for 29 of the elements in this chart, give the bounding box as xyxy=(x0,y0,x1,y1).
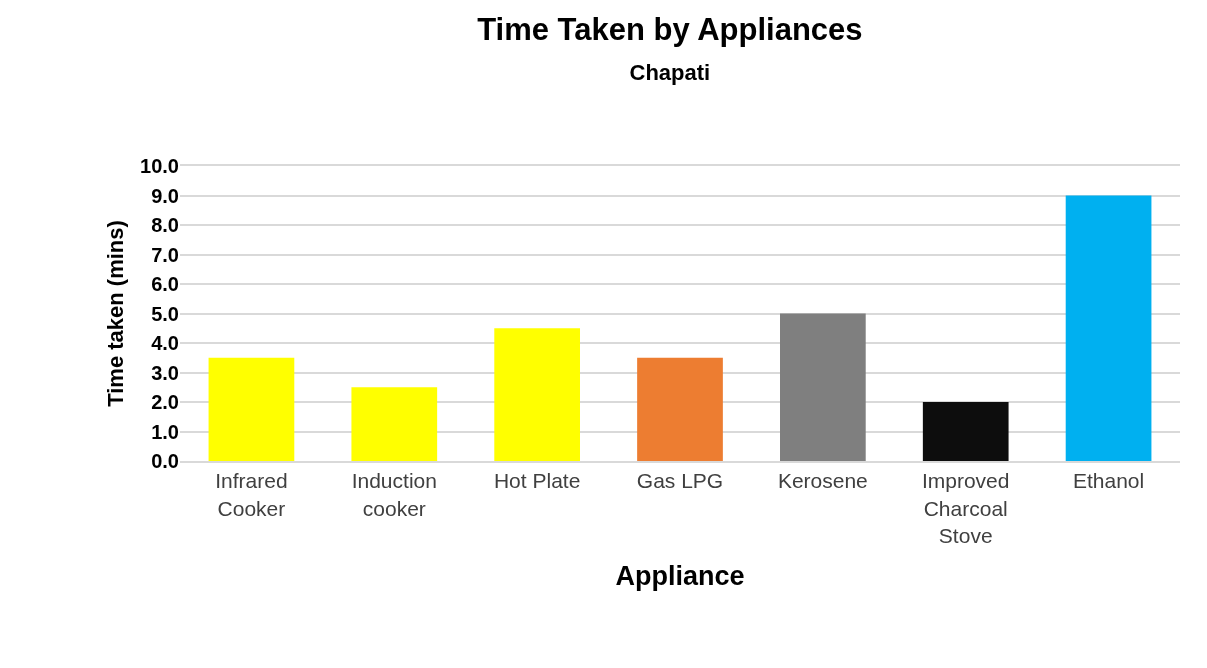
chart-subtitle: Chapati xyxy=(629,60,711,86)
bar xyxy=(1065,195,1152,461)
x-tick-label: Infrared Cooker xyxy=(215,469,288,520)
bar xyxy=(780,313,866,461)
y-tick-label: 9.0 xyxy=(151,184,179,207)
y-tick-label: 8.0 xyxy=(151,214,179,236)
y-axis-title: Time taken (mins) xyxy=(102,220,128,407)
y-tick-label: 3.0 xyxy=(151,361,179,384)
x-tick-label: Induction cooker xyxy=(351,469,437,520)
bar xyxy=(637,357,723,461)
x-tick-label: Improved Charcoal Stove xyxy=(921,469,1010,547)
y-tick-label: 2.0 xyxy=(151,391,179,413)
x-tick-label: Ethanol xyxy=(1072,469,1145,493)
x-tick-label: Gas LPG xyxy=(636,469,724,493)
x-axis-title: Appliance xyxy=(615,560,745,591)
chart-title: Time Taken by Appliances xyxy=(477,12,863,48)
y-tick-label: 4.0 xyxy=(151,332,179,354)
bar xyxy=(494,328,580,461)
bar xyxy=(351,387,438,461)
y-tick-label: 1.0 xyxy=(151,420,179,443)
bar xyxy=(208,357,295,461)
x-tick-label: Hot Plate xyxy=(493,469,581,493)
y-tick-label: 7.0 xyxy=(151,243,179,266)
x-tick-label: Kerosene xyxy=(777,469,868,493)
y-tick-label: 10.0 xyxy=(140,155,179,177)
bar xyxy=(922,402,1009,461)
y-tick-label: 0.0 xyxy=(151,450,179,472)
y-tick-label: 6.0 xyxy=(151,273,179,295)
y-tick-label: 5.0 xyxy=(151,302,179,325)
